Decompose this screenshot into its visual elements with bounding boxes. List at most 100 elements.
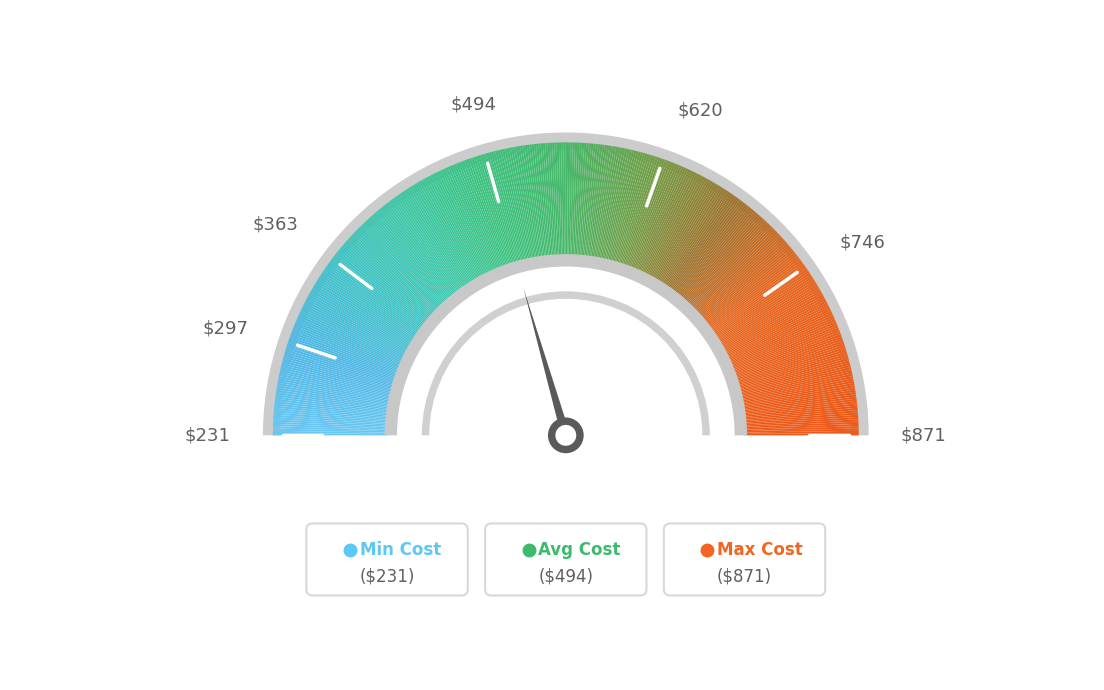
Wedge shape (507, 148, 531, 260)
Wedge shape (314, 284, 413, 344)
Wedge shape (593, 146, 612, 259)
Wedge shape (301, 306, 405, 358)
Text: $620: $620 (677, 101, 723, 119)
Wedge shape (744, 415, 858, 424)
Wedge shape (389, 201, 458, 293)
Wedge shape (456, 163, 500, 270)
Wedge shape (646, 173, 699, 276)
Wedge shape (556, 142, 562, 257)
Wedge shape (707, 256, 798, 327)
Wedge shape (733, 330, 840, 372)
Wedge shape (428, 175, 484, 277)
Wedge shape (426, 177, 482, 278)
Wedge shape (273, 431, 388, 434)
Wedge shape (299, 313, 403, 362)
Wedge shape (273, 433, 388, 435)
Wedge shape (308, 294, 410, 351)
Wedge shape (312, 286, 412, 346)
Wedge shape (405, 189, 469, 286)
Wedge shape (744, 428, 859, 433)
Wedge shape (561, 142, 564, 257)
Wedge shape (739, 360, 850, 391)
Wedge shape (460, 161, 502, 268)
Text: $871: $871 (901, 426, 947, 444)
Wedge shape (575, 143, 584, 257)
Wedge shape (277, 380, 390, 403)
Wedge shape (591, 146, 609, 259)
Wedge shape (565, 142, 569, 257)
Wedge shape (728, 310, 831, 360)
Circle shape (548, 417, 584, 453)
Wedge shape (274, 413, 388, 423)
Wedge shape (437, 171, 488, 275)
Wedge shape (645, 172, 697, 275)
Wedge shape (304, 302, 406, 355)
Wedge shape (279, 371, 391, 397)
Text: ($231): ($231) (360, 568, 415, 586)
Wedge shape (400, 193, 465, 288)
Wedge shape (572, 143, 577, 257)
Wedge shape (744, 420, 859, 427)
Wedge shape (599, 148, 623, 260)
Wedge shape (625, 159, 665, 267)
Wedge shape (637, 166, 684, 272)
Wedge shape (539, 144, 551, 257)
Text: $363: $363 (253, 215, 298, 233)
Wedge shape (352, 233, 436, 313)
Wedge shape (378, 210, 452, 299)
Wedge shape (732, 326, 838, 370)
Wedge shape (285, 351, 394, 386)
Wedge shape (351, 235, 435, 314)
Wedge shape (676, 204, 747, 295)
Wedge shape (401, 192, 467, 288)
Wedge shape (343, 244, 431, 319)
Wedge shape (733, 332, 840, 373)
Wedge shape (541, 144, 552, 257)
Wedge shape (585, 144, 601, 258)
Wedge shape (687, 220, 766, 305)
Wedge shape (490, 152, 521, 263)
Wedge shape (735, 345, 846, 382)
Wedge shape (652, 179, 709, 279)
Wedge shape (287, 343, 396, 380)
Wedge shape (716, 277, 814, 339)
Wedge shape (443, 168, 492, 273)
Wedge shape (298, 315, 403, 363)
Wedge shape (447, 166, 495, 272)
Wedge shape (500, 150, 527, 262)
Wedge shape (363, 221, 444, 306)
Circle shape (555, 425, 576, 446)
Wedge shape (657, 183, 716, 282)
Wedge shape (407, 188, 470, 285)
Wedge shape (439, 170, 490, 274)
Wedge shape (640, 169, 690, 274)
Wedge shape (636, 166, 682, 271)
Wedge shape (274, 415, 388, 424)
Wedge shape (702, 245, 790, 320)
Wedge shape (278, 378, 391, 402)
Wedge shape (357, 228, 439, 310)
Wedge shape (614, 153, 648, 264)
Wedge shape (601, 148, 625, 260)
Wedge shape (383, 206, 455, 296)
Wedge shape (578, 143, 588, 257)
Wedge shape (329, 262, 422, 331)
Wedge shape (285, 349, 395, 384)
Wedge shape (286, 345, 396, 382)
Wedge shape (744, 417, 858, 426)
Wedge shape (295, 321, 401, 367)
Wedge shape (605, 150, 631, 262)
Wedge shape (397, 266, 734, 435)
Wedge shape (639, 168, 689, 273)
Wedge shape (289, 336, 397, 376)
Wedge shape (724, 300, 827, 354)
Wedge shape (322, 270, 418, 336)
Wedge shape (570, 142, 575, 257)
Text: ($871): ($871) (716, 568, 772, 586)
Wedge shape (339, 248, 428, 322)
Wedge shape (720, 286, 819, 346)
Wedge shape (336, 252, 426, 325)
Wedge shape (713, 270, 809, 336)
Wedge shape (567, 142, 571, 257)
Wedge shape (697, 237, 783, 315)
